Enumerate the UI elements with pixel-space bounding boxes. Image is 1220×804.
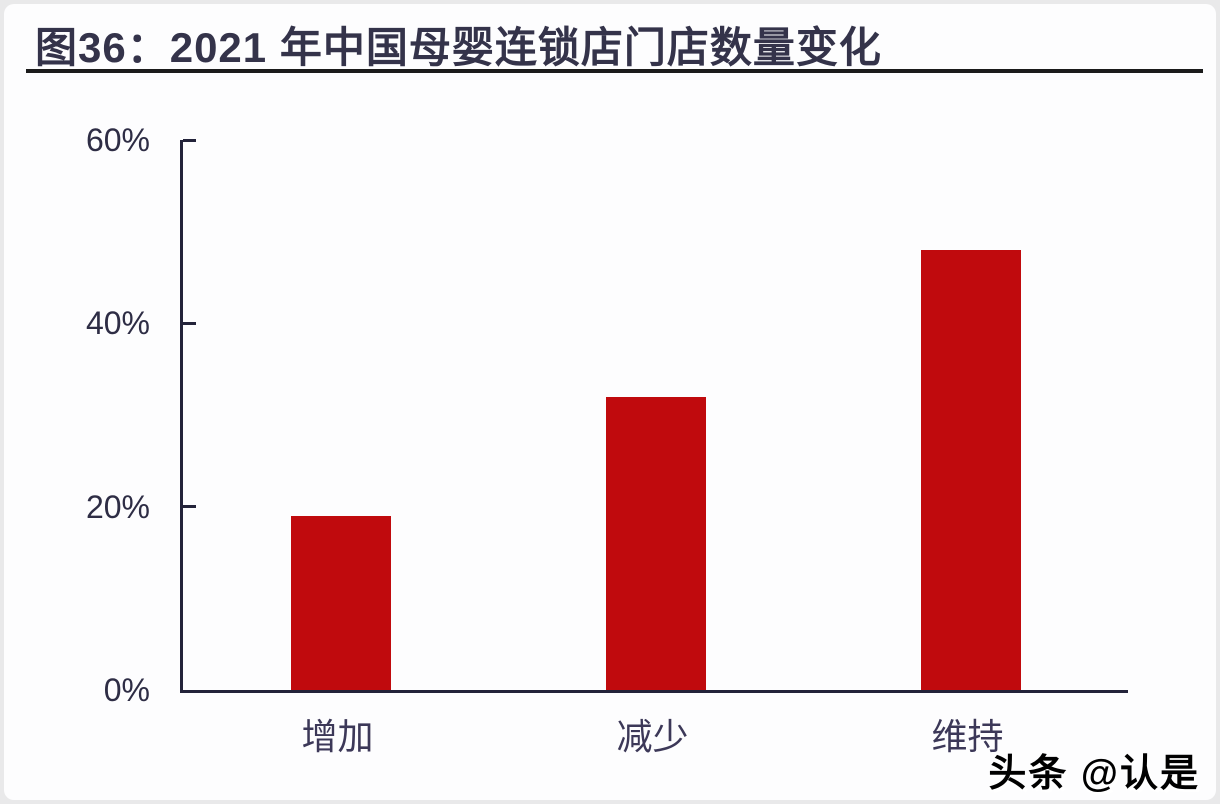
plot-area [180, 138, 1128, 693]
x-tick-label: 减少 [616, 717, 689, 757]
y-tick-label: 20% [85, 488, 150, 525]
y-tick-label: 60% [85, 122, 150, 158]
y-tick-label: 0% [103, 672, 150, 708]
chart-bar [920, 250, 1021, 690]
chart-title: 图36：2021 年中国母婴连锁店门店数量变化 [35, 24, 882, 71]
title-underline [26, 69, 1203, 73]
y-tick-mark [183, 138, 196, 142]
x-tick-label: 增加 [301, 717, 374, 757]
y-tick-mark [183, 321, 196, 325]
chart-bar [605, 396, 706, 690]
y-tick-label: 40% [85, 305, 150, 342]
y-tick-mark [183, 505, 196, 509]
x-tick-label: 维持 [931, 717, 1004, 757]
chart-bar [290, 515, 391, 690]
watermark: 头条 @认是 [988, 753, 1200, 795]
